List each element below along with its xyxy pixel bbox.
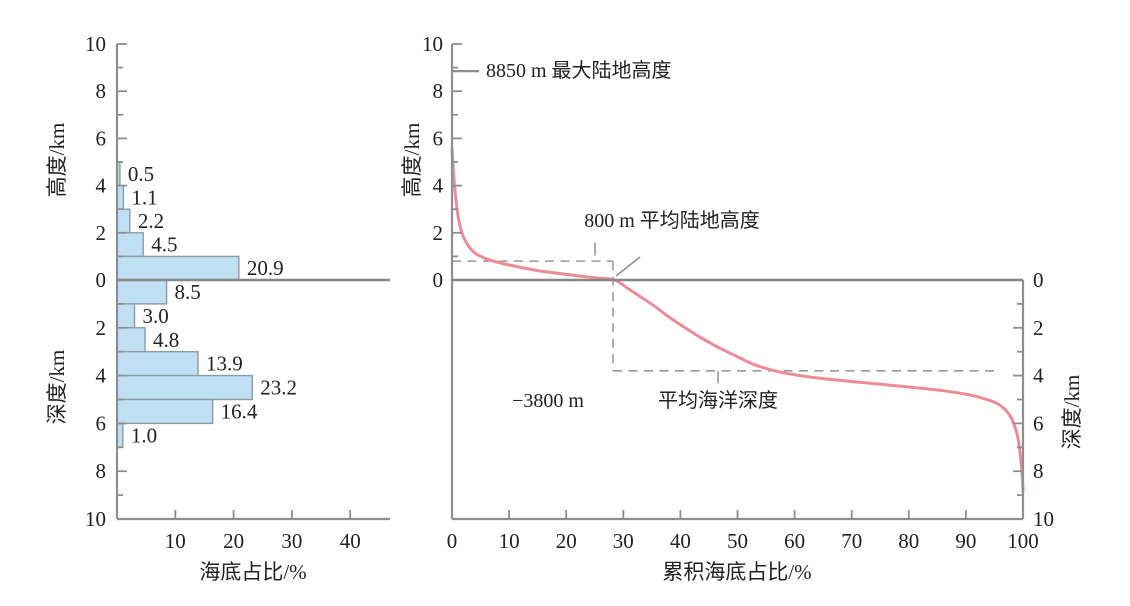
left-y-tick-label: 6: [96, 126, 107, 150]
right-chart-height-tick-label: 2: [433, 221, 444, 245]
left-y-tick-label: 0: [96, 268, 107, 292]
bar-value-label: 3.0: [142, 304, 168, 328]
bar-depth-4-5km: [116, 374, 254, 401]
right-chart-height-axis-title: 高度/km: [400, 123, 424, 198]
left-y-tick-label: 10: [85, 32, 106, 56]
bar-value-label: 2.2: [138, 209, 164, 233]
right-chart-x-tick-label: 100: [1007, 529, 1039, 553]
bar-value-label: 4.5: [151, 233, 177, 257]
right-chart-height-tick-label: 6: [433, 126, 444, 150]
left-y-tick-label: 10: [85, 507, 106, 531]
bar-depth-0-1km: [116, 279, 168, 305]
bar-value-label: 13.9: [206, 352, 243, 376]
bar-depth-5-6km: [116, 398, 214, 425]
mean-land-pointer-line: [615, 256, 641, 277]
right-chart-x-tick-label: 0: [447, 529, 458, 553]
right-chart-x-tick-label: 10: [499, 529, 520, 553]
bar-elevation-1-2km: [116, 232, 144, 258]
left-y-tick-label: 4: [96, 174, 107, 198]
bar-value-label: 8.5: [175, 280, 201, 304]
bar-value-label: 20.9: [247, 256, 284, 280]
mean-ocean-depth-value-label: −3800 m: [512, 390, 584, 412]
bar-value-label: 1.1: [131, 185, 157, 209]
right-chart-x-axis-title: 累积海底占比/%: [662, 560, 811, 584]
hypsometric-curve: [450, 146, 1025, 493]
bar-depth-1-2km: [116, 303, 136, 329]
left-y-tick-label: 2: [96, 221, 107, 245]
right-chart-x-tick-label: 20: [556, 529, 577, 553]
bar-depth-3-4km: [116, 351, 199, 377]
right-chart-x-tick-label: 60: [784, 529, 805, 553]
mean-land-height-label: 800 m 平均陆地高度: [584, 209, 760, 232]
left-y-tick-label: 8: [96, 79, 107, 103]
left-x-axis-title: 海底占比/%: [199, 560, 306, 584]
left-y-tick-label: 8: [96, 459, 107, 483]
bar-value-label: 4.8: [153, 328, 179, 352]
right-chart-depth-tick-label: 10: [1033, 507, 1054, 531]
right-chart-x-tick-label: 90: [955, 529, 976, 553]
right-chart-height-tick-label: 4: [433, 174, 444, 198]
right-chart-depth-axis-title: 深度/km: [1060, 375, 1084, 450]
bar-elevation-0-1km: [116, 255, 240, 281]
right-chart-x-tick-label: 40: [670, 529, 691, 553]
right-chart-depth-tick-label: 8: [1033, 459, 1044, 483]
bar-value-label: 0.5: [128, 162, 154, 186]
seafloor-share-histogram: 0.51.12.24.5 20.9 8.5 3.04.8 13.9 23.216.4 1.0…: [45, 32, 390, 584]
bar-elevation-2-3km: [116, 208, 131, 234]
bar-value-label: 1.0: [131, 423, 157, 447]
right-chart-depth-tick-label: 2: [1033, 316, 1044, 340]
right-chart-x-tick-label: 50: [727, 529, 748, 553]
left-y-tick-label: 4: [96, 364, 107, 388]
bar-value-label: 23.2: [260, 376, 297, 400]
right-chart-height-tick-label: 8: [433, 79, 444, 103]
left-x-tick-label: 20: [223, 529, 244, 553]
mean-ocean-depth-label: 平均海洋深度: [658, 389, 778, 412]
bar-value-label: 16.4: [221, 399, 258, 423]
left-x-tick-label: 40: [340, 529, 361, 553]
right-chart-height-tick-label: 0: [433, 268, 444, 292]
max-land-height-label: 8850 m 最大陆地高度: [486, 59, 672, 82]
left-x-tick-label: 30: [281, 529, 302, 553]
left-height-axis-title: 高度/km: [45, 123, 69, 198]
right-chart-x-tick-label: 30: [613, 529, 634, 553]
left-depth-axis-title: 深度/km: [45, 350, 69, 425]
right-chart-depth-tick-label: 6: [1033, 411, 1044, 435]
right-chart-height-tick-label: 10: [422, 32, 443, 56]
right-chart-depth-tick-label: 4: [1033, 364, 1044, 388]
right-chart-x-tick-label: 70: [841, 529, 862, 553]
left-y-tick-label: 2: [96, 316, 107, 340]
left-y-tick-label: 6: [96, 411, 107, 435]
right-chart-x-tick-label: 80: [898, 529, 919, 553]
left-x-tick-label: 10: [165, 529, 186, 553]
right-chart-depth-tick-label: 0: [1033, 268, 1044, 292]
bar-depth-2-3km: [116, 327, 146, 353]
